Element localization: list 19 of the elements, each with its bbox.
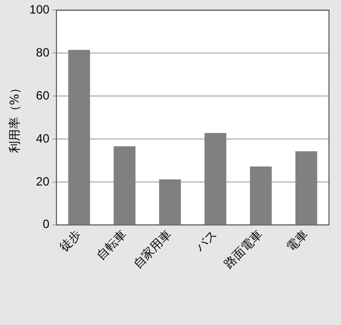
y-tick-label: 60 — [36, 88, 50, 102]
y-tick-label: 80 — [36, 45, 50, 60]
y-tick-label: 0 — [42, 217, 50, 232]
y-axis-title: 利用率（%） — [7, 82, 22, 154]
bar — [250, 166, 272, 224]
bar — [295, 151, 318, 224]
y-tick-label: 20 — [36, 174, 50, 188]
x-tick-label: 自転車 — [94, 227, 129, 263]
x-tick-label: バス — [192, 227, 220, 255]
bar — [159, 179, 181, 224]
y-tick-label: 40 — [36, 131, 50, 146]
x-tick-label: 路面電車 — [221, 227, 266, 272]
bar — [68, 50, 90, 224]
bar — [204, 132, 226, 224]
bar — [114, 146, 136, 224]
x-tick-label: 電車 — [284, 227, 311, 254]
x-tick-label: 徒歩 — [56, 227, 84, 254]
y-tick-label: 100 — [29, 2, 50, 17]
x-tick-label: 自家用車 — [130, 227, 174, 272]
